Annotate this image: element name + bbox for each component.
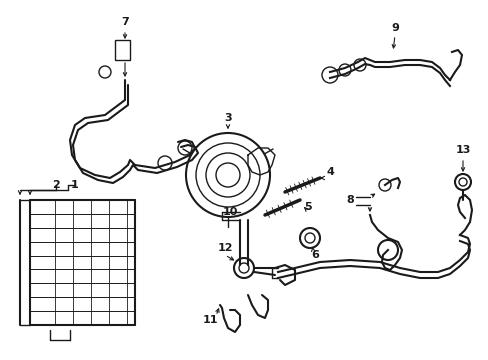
- Circle shape: [338, 64, 350, 76]
- Circle shape: [458, 178, 466, 186]
- Circle shape: [239, 263, 248, 273]
- Text: 7: 7: [121, 17, 129, 27]
- Circle shape: [185, 133, 269, 217]
- Circle shape: [299, 228, 319, 248]
- Circle shape: [99, 66, 111, 78]
- Circle shape: [378, 179, 390, 191]
- Circle shape: [305, 233, 314, 243]
- Text: 13: 13: [454, 145, 470, 155]
- Circle shape: [178, 141, 192, 155]
- Circle shape: [454, 174, 470, 190]
- Text: 10: 10: [222, 207, 237, 217]
- Circle shape: [321, 67, 337, 83]
- Circle shape: [196, 143, 260, 207]
- Text: 5: 5: [304, 202, 311, 212]
- Circle shape: [353, 59, 365, 71]
- Text: 6: 6: [310, 250, 318, 260]
- Circle shape: [205, 153, 249, 197]
- Text: 3: 3: [224, 113, 231, 123]
- Circle shape: [216, 163, 240, 187]
- Text: 9: 9: [390, 23, 398, 33]
- Text: 4: 4: [325, 167, 333, 177]
- Text: 1: 1: [71, 180, 79, 190]
- Text: 8: 8: [346, 195, 353, 205]
- Text: 11: 11: [202, 315, 217, 325]
- Text: 12: 12: [217, 243, 232, 253]
- Circle shape: [234, 258, 253, 278]
- Bar: [115, 40, 130, 60]
- Circle shape: [158, 156, 172, 170]
- Text: 2: 2: [52, 180, 60, 190]
- Circle shape: [377, 240, 397, 260]
